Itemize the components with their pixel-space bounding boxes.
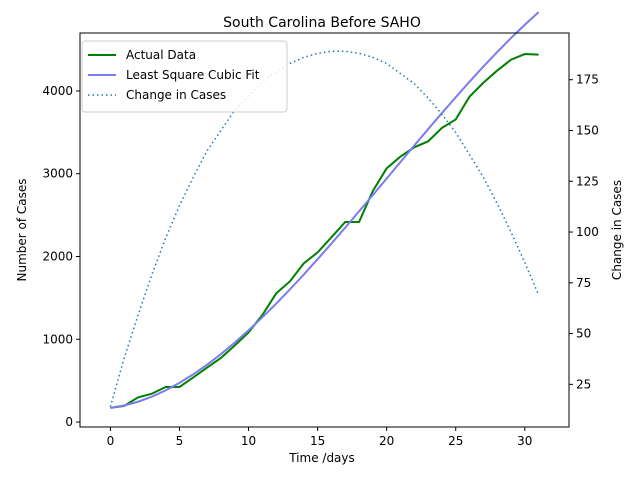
x-tick-label: 10 bbox=[241, 434, 256, 448]
left-y-axis-label: Number of Cases bbox=[15, 178, 29, 281]
left-y-tick-label: 3000 bbox=[42, 167, 73, 181]
right-y-tick-label: 100 bbox=[576, 225, 599, 239]
series-layer bbox=[109, 11, 540, 409]
right-y-axis-label: Change in Cases bbox=[610, 180, 624, 280]
legend-entries: Actual Data Least Square Cubic Fit Change … bbox=[88, 48, 260, 102]
x-axis-ticks: 0 5 10 15 20 25 30 bbox=[107, 427, 532, 448]
left-y-tick-label: 0 bbox=[65, 415, 73, 429]
right-y-tick-label: 25 bbox=[576, 377, 591, 391]
plot-frame bbox=[79, 32, 570, 428]
right-y-tick-label: 150 bbox=[576, 123, 599, 137]
x-tick-label: 25 bbox=[448, 434, 463, 448]
x-tick-label: 30 bbox=[517, 434, 532, 448]
legend-box bbox=[81, 40, 288, 113]
chart-title: South Carolina Before SAHO bbox=[223, 15, 421, 31]
series-line-1 bbox=[110, 53, 539, 409]
right-y-tick-label: 175 bbox=[576, 73, 599, 87]
x-tick-label: 20 bbox=[379, 434, 394, 448]
left-y-axis-ticks: 0 1000 2000 3000 4000 bbox=[42, 84, 80, 429]
legend: Actual Data Least Square Cubic Fit Change … bbox=[81, 40, 288, 113]
series-line-2 bbox=[110, 11, 540, 409]
right-y-tick-label: 50 bbox=[576, 327, 591, 341]
legend-label: Change in Cases bbox=[126, 88, 226, 102]
right-y-axis-ticks: 25 50 75 100 125 150 175 bbox=[569, 73, 599, 391]
series-line-3 bbox=[109, 50, 540, 407]
left-y-tick-label: 2000 bbox=[42, 249, 73, 263]
left-y-tick-label: 4000 bbox=[42, 84, 73, 98]
x-axis-label: Time /days bbox=[288, 451, 355, 465]
x-tick-label: 15 bbox=[310, 434, 325, 448]
right-y-tick-label: 125 bbox=[576, 174, 599, 188]
x-tick-label: 0 bbox=[107, 434, 115, 448]
left-y-tick-label: 1000 bbox=[42, 332, 73, 346]
legend-label: Least Square Cubic Fit bbox=[126, 68, 260, 82]
legend-label: Actual Data bbox=[126, 48, 196, 62]
x-tick-label: 5 bbox=[176, 434, 184, 448]
right-y-tick-label: 75 bbox=[576, 276, 591, 290]
